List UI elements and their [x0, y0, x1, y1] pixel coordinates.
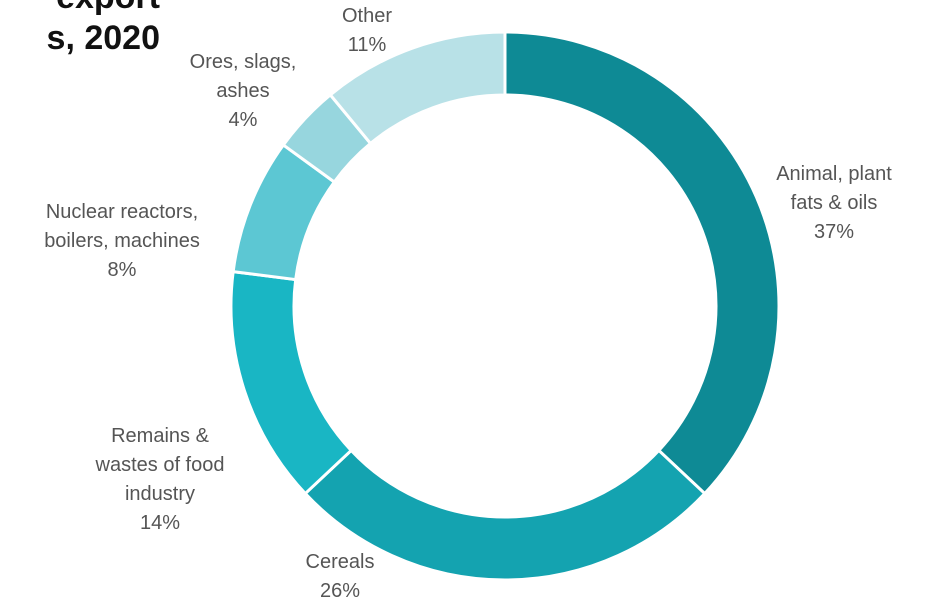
slice-label-0: Animal, plant fats & oils 37% — [776, 163, 892, 243]
slice-name-line: wastes of food — [95, 454, 225, 476]
chart-title: export s, 2020 — [0, 0, 160, 59]
slice-value-label: 26% — [320, 580, 360, 602]
slice-label-1: Cereals 26% — [306, 551, 375, 602]
slice-value-label: 37% — [814, 221, 854, 243]
slice-value-label: 14% — [140, 512, 180, 534]
slice-2 — [229, 269, 354, 496]
slice-value-label: 4% — [229, 109, 258, 131]
slice-name-line: Nuclear reactors, — [46, 201, 198, 223]
slice-label-5: Other 11% — [342, 5, 392, 56]
donut-slices — [229, 30, 781, 582]
slice-value-label: 11% — [348, 34, 387, 56]
slice-5 — [328, 30, 507, 146]
slice-name-line: industry — [125, 483, 195, 505]
slice-name-line: Other — [342, 5, 392, 27]
slice-value-label: 8% — [108, 259, 137, 281]
slice-name-line: Remains & — [111, 425, 209, 447]
chart-title-line-1: export — [0, 0, 160, 18]
slice-label-2: Remains & wastes of food industry 14% — [95, 425, 225, 534]
slice-name-line: Ores, slags, — [190, 51, 297, 73]
slice-name-line: fats & oils — [791, 192, 878, 214]
slice-labels: Animal, plant fats & oils 37% Cereals 26% Rem… — [44, 5, 892, 602]
slice-name-line: Cereals — [306, 551, 375, 573]
slice-name-line: boilers, machines — [44, 230, 200, 252]
slice-0 — [503, 30, 781, 496]
slice-name-line: Animal, plant — [776, 163, 892, 185]
slice-label-4: Ores, slags, ashes 4% — [190, 51, 297, 131]
slice-name-line: ashes — [216, 80, 269, 102]
chart-title-line-2: s, 2020 — [46, 19, 160, 57]
slice-label-3: Nuclear reactors, boilers, machines 8% — [44, 201, 200, 281]
